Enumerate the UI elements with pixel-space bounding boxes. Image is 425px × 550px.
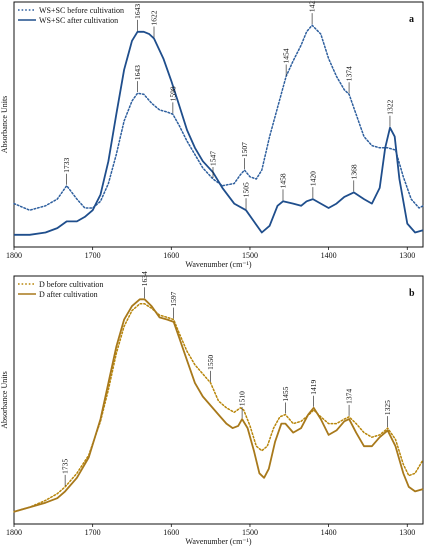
x-tick-label: 1800	[6, 251, 22, 260]
x-axis-title: Wavenumber (cm⁻¹)	[185, 260, 252, 269]
legend-entry: WS+SC before cultivation	[39, 6, 124, 15]
peak-label: 1420	[308, 171, 317, 186]
x-tick-label: 1700	[85, 528, 101, 537]
peak-label: 1419	[309, 380, 318, 395]
peak-label: 1458	[278, 173, 287, 188]
x-tick-label: 1300	[399, 251, 415, 260]
plot-frame	[13, 275, 424, 525]
legend-entry: WS+SC after cultivation	[39, 16, 118, 25]
x-axis-title: Wavenumber (cm⁻¹)	[185, 537, 252, 546]
legend-entry: D before cultivation	[39, 280, 103, 289]
peak-label: 1510	[238, 391, 247, 406]
peak-label: 1325	[383, 400, 392, 415]
peak-label: 1421	[308, 0, 317, 12]
panel-label: a	[409, 14, 414, 25]
peak-label: 1634	[140, 271, 149, 286]
legend-entry: D after cultivation	[39, 290, 98, 299]
y-axis-title: Absorbance Units	[0, 371, 9, 429]
peak-label: 1368	[349, 164, 358, 179]
y-axis-title: Absorbance Units	[0, 96, 9, 154]
series-line-after	[14, 30, 424, 236]
x-tick-label: 1700	[85, 251, 101, 260]
peak-label: 1643	[133, 65, 142, 80]
x-tick-label: 1500	[242, 251, 258, 260]
peak-label: 1598	[168, 86, 177, 101]
x-tick-label: 1600	[163, 528, 179, 537]
panel-label: b	[409, 288, 415, 299]
x-tick-label: 1400	[321, 528, 337, 537]
series-line-after	[13, 298, 424, 513]
peak-label: 1507	[240, 142, 249, 157]
chart-panel-b: 1800 1700 1600 1500 1400 1300 Wavenumber (cm⁻¹…	[0, 271, 424, 546]
peak-label: 1597	[169, 291, 178, 306]
peak-label: 1550	[206, 355, 215, 370]
peak-label: 1505	[242, 182, 251, 197]
x-tick-label: 1600	[163, 251, 179, 260]
peak-label: 1622	[150, 10, 159, 25]
peak-label: 1374	[345, 66, 354, 81]
x-tick-label: 1800	[6, 528, 22, 537]
x-tick-label: 1300	[399, 528, 415, 537]
peak-label: 1454	[282, 48, 291, 63]
peak-label: 1643	[133, 4, 142, 19]
peak-label: 1735	[61, 459, 70, 474]
chart-panel-a: 1800 1700 1600 1500 1400 1300 Wavenumber (cm⁻¹…	[0, 0, 424, 269]
peak-label: 1547	[208, 151, 217, 166]
series-line-before	[13, 303, 424, 513]
series-line-before	[13, 24, 424, 211]
x-tick-label: 1400	[321, 251, 337, 260]
peak-label: 1733	[62, 157, 71, 172]
x-tick-label: 1500	[242, 528, 258, 537]
plot-frame	[13, 1, 424, 248]
peak-label: 1374	[345, 389, 354, 404]
peak-label: 1322	[385, 99, 394, 114]
peak-label: 1455	[281, 386, 290, 401]
